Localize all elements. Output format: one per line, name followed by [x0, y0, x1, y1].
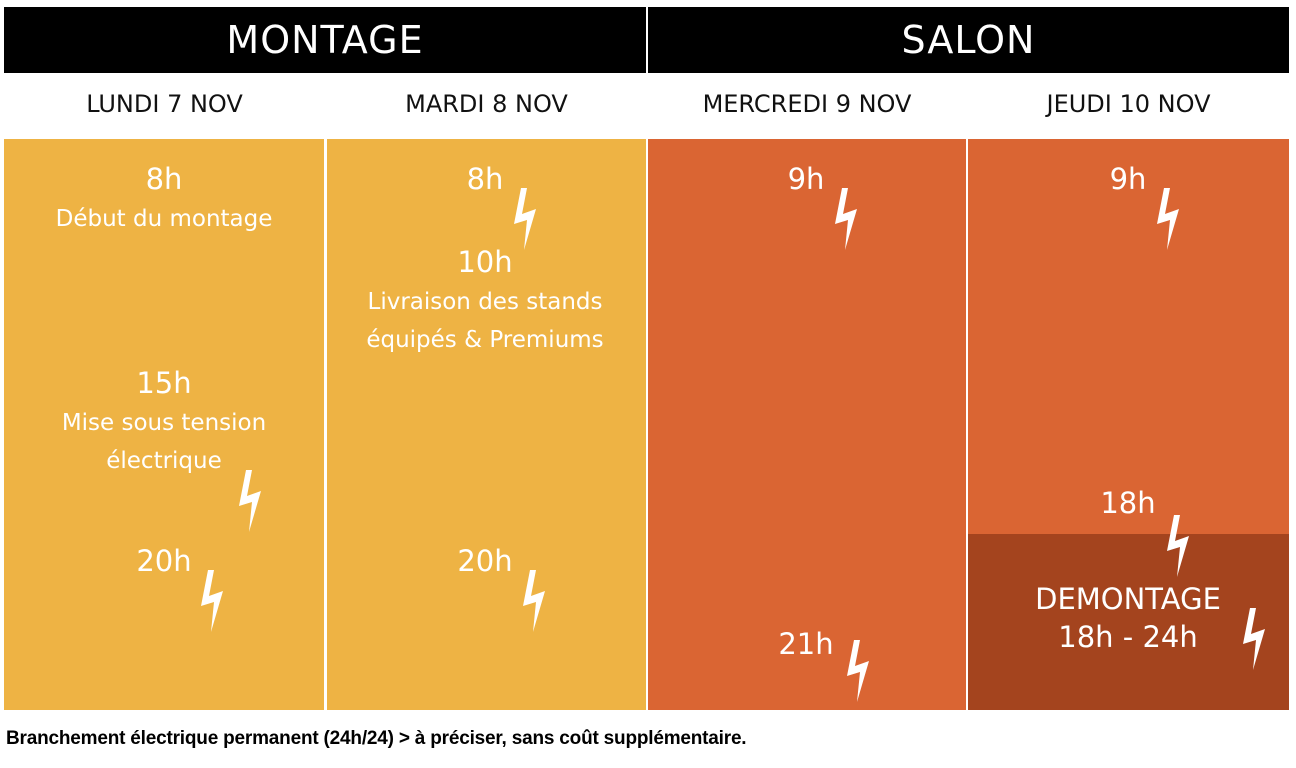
day-label-thursday: JEUDI 10 NOV — [1046, 90, 1211, 118]
tuesday-column — [327, 139, 646, 710]
wednesday-end-hour: 21h — [778, 627, 834, 661]
thursday-end-hour: 18h — [1100, 486, 1156, 520]
monday-power-hour: 15h — [136, 366, 192, 400]
monday-end-hour: 20h — [136, 544, 192, 578]
lightning-bolt-icon — [510, 188, 540, 250]
day-label-tuesday: MARDI 8 NOV — [405, 90, 568, 118]
lightning-bolt-icon — [235, 470, 265, 532]
demontage-block — [968, 534, 1289, 710]
tuesday-start-hour: 8h — [466, 162, 504, 196]
lightning-bolt-icon — [831, 188, 861, 250]
tuesday-end-hour: 20h — [457, 544, 513, 578]
day-label-monday: LUNDI 7 NOV — [86, 90, 243, 118]
demontage-hours: 18h - 24h — [1058, 620, 1198, 654]
tuesday-delivery-desc-line2: équipés & Premiums — [366, 327, 604, 353]
day-label-wednesday: MERCREDI 9 NOV — [702, 90, 912, 118]
tuesday-delivery-hour: 10h — [457, 245, 513, 279]
phase-label: MONTAGE — [226, 18, 424, 62]
lightning-bolt-icon — [1239, 608, 1269, 670]
wednesday-column — [648, 139, 966, 710]
wednesday-start-hour: 9h — [787, 162, 825, 196]
thursday-start-hour: 9h — [1109, 162, 1147, 196]
monday-start-desc: Début du montage — [55, 206, 273, 232]
lightning-bolt-icon — [519, 570, 549, 632]
demontage-title: DEMONTAGE — [1035, 582, 1221, 616]
lightning-bolt-icon — [843, 640, 873, 702]
lightning-bolt-icon — [1153, 188, 1183, 250]
tuesday-delivery-desc-line1: Livraison des stands — [367, 289, 603, 315]
phase-label: SALON — [901, 18, 1036, 62]
monday-power-desc-line1: Mise sous tension — [61, 410, 267, 436]
monday-start-hour: 8h — [145, 162, 183, 196]
lightning-bolt-icon — [197, 570, 227, 632]
footer-note: Branchement électrique permanent (24h/24… — [6, 728, 747, 749]
lightning-bolt-icon — [1163, 515, 1193, 577]
monday-power-desc-line2: électrique — [106, 448, 222, 474]
phase-header-montage: MONTAGE — [4, 7, 646, 73]
phase-header-salon: SALON — [648, 7, 1289, 73]
monday-column — [4, 139, 324, 710]
